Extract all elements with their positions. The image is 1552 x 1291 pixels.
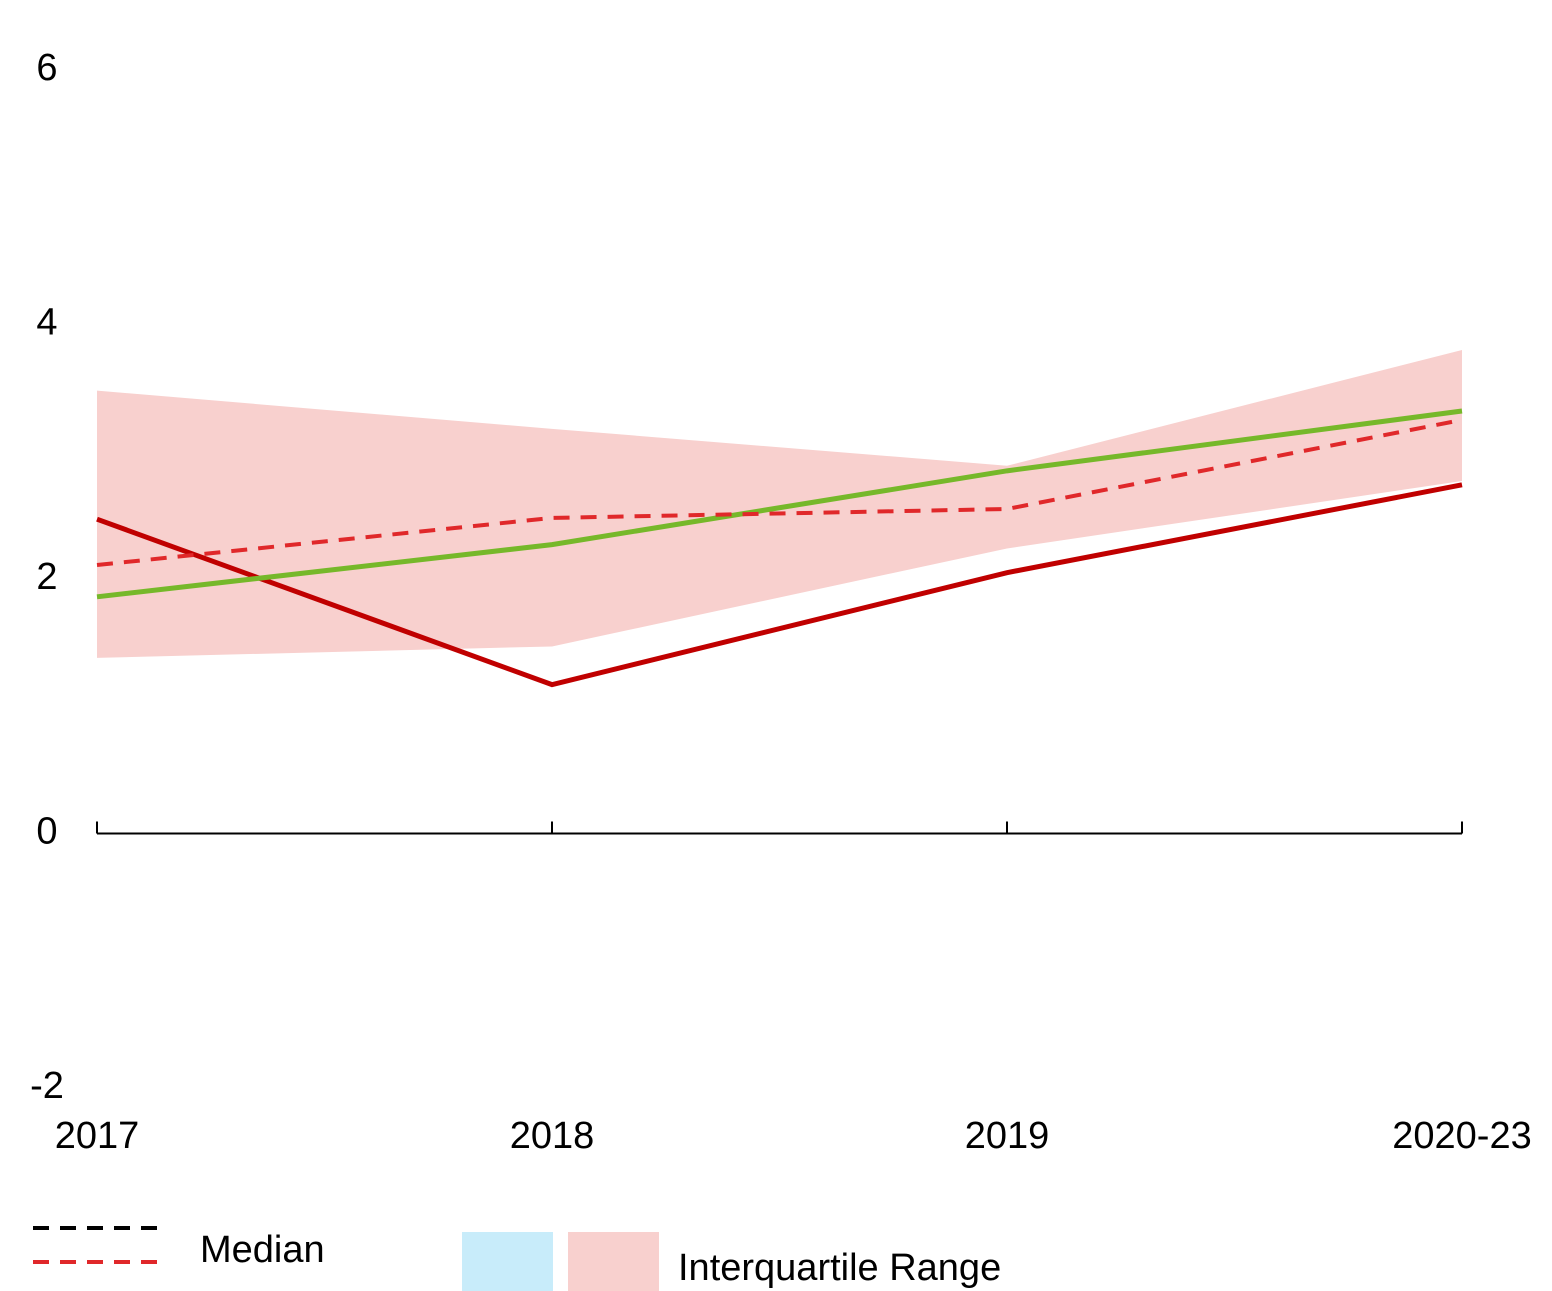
legend-label: Median	[200, 1229, 325, 1271]
series-line	[96, 482, 1463, 688]
x-tick-label: 2017	[55, 1115, 140, 1157]
y-tick-label: 2	[36, 556, 57, 598]
x-tick-label: 2019	[965, 1115, 1050, 1157]
y-tick-label: 0	[36, 811, 57, 853]
iqr-band	[97, 349, 1462, 658]
x-tick-label: 2020-23	[1392, 1115, 1531, 1157]
y-tick-label: 4	[36, 302, 57, 344]
series-line	[96, 408, 1463, 600]
x-tick-label: 2018	[510, 1115, 595, 1157]
y-tick-label: 6	[36, 47, 57, 89]
legend-swatch	[462, 1232, 553, 1291]
y-tick-label: -2	[30, 1065, 64, 1107]
legend-label: Interquartile Range	[678, 1247, 1001, 1289]
series-line	[96, 417, 1463, 567]
legend-swatch	[568, 1232, 659, 1291]
